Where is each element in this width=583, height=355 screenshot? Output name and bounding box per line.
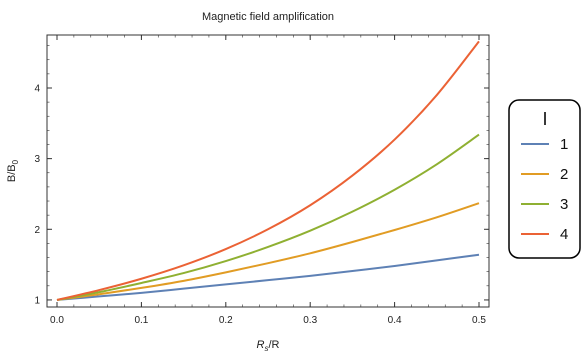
- legend-label-4: 4: [560, 226, 568, 243]
- x-ticks: 0.0 0.1 0.2 0.3 0.4 0.5: [50, 35, 486, 326]
- legend-title: I: [542, 109, 547, 129]
- series-line-1: [56, 253, 480, 301]
- plot-frame: [46, 34, 490, 308]
- x-tick-label: 0.1: [134, 315, 148, 326]
- series-line-3: [56, 133, 480, 301]
- series-line-2: [56, 202, 480, 301]
- y-ticks: 1 2 3 4: [34, 45, 489, 306]
- y-tick-label: 3: [34, 154, 40, 165]
- y-axis-label-main: B/B: [6, 164, 18, 182]
- x-axis-label-sub: s: [264, 344, 268, 353]
- x-axis-label-rest: /R: [268, 339, 279, 351]
- x-axis-label: Rs/R: [257, 339, 280, 353]
- plot-area: 0.0 0.1 0.2 0.3 0.4 0.5 1 2 3 4: [34, 34, 490, 326]
- x-tick-label: 0.0: [50, 315, 64, 326]
- legend-frame: [508, 99, 581, 259]
- y-axis-label-sub: 0: [11, 159, 20, 164]
- x-axis-label-main: R: [257, 339, 265, 351]
- legend-label-1: 1: [560, 136, 568, 153]
- x-tick-label: 0.5: [472, 315, 486, 326]
- chart-title: Magnetic field amplification: [202, 11, 334, 23]
- legend-label-3: 3: [560, 196, 568, 213]
- series-lines: [56, 40, 480, 301]
- legend-label-2: 2: [560, 166, 568, 183]
- y-tick-label: 1: [34, 295, 40, 306]
- y-tick-label: 2: [34, 225, 40, 236]
- y-axis-label: B/B0: [6, 159, 20, 182]
- y-tick-label: 4: [34, 83, 40, 94]
- series-line-4: [56, 40, 480, 301]
- legend-items: 1 2 3 4: [521, 136, 568, 243]
- x-tick-label: 0.4: [388, 315, 402, 326]
- x-tick-label: 0.2: [219, 315, 233, 326]
- x-tick-label: 0.3: [303, 315, 317, 326]
- legend: I 1 2 3 4: [508, 99, 581, 259]
